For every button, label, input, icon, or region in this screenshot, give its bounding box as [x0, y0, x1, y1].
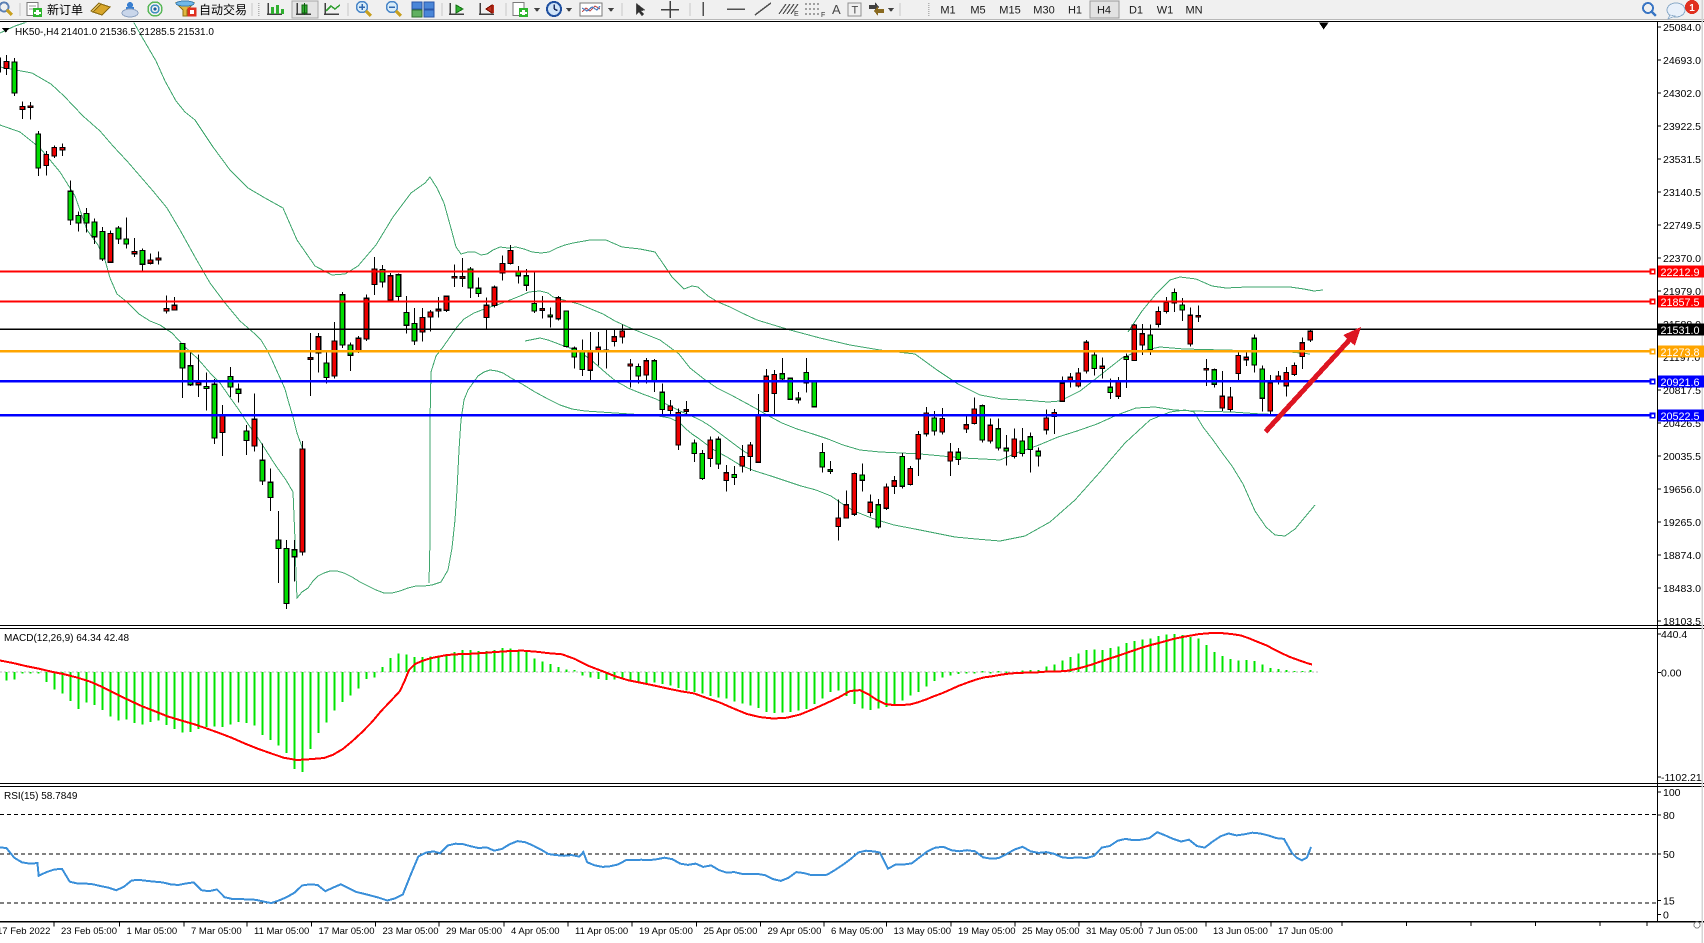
svg-text:W1: W1: [1157, 5, 1174, 17]
svg-text:18483.0: 18483.0: [1663, 583, 1701, 595]
svg-text:23140.5: 23140.5: [1663, 187, 1701, 199]
svg-text:0: 0: [1663, 910, 1669, 922]
svg-text:29 Apr 05:00: 29 Apr 05:00: [768, 926, 822, 937]
svg-text:7 Mar 05:00: 7 Mar 05:00: [191, 926, 242, 937]
svg-text:17 Jun 05:00: 17 Jun 05:00: [1278, 926, 1333, 937]
svg-text:-1102.21: -1102.21: [1661, 772, 1702, 784]
svg-text:21979.0: 21979.0: [1663, 286, 1701, 298]
svg-text:17 Mar 05:00: 17 Mar 05:00: [319, 926, 375, 937]
svg-text:新订单: 新订单: [47, 2, 83, 17]
svg-text:20035.5: 20035.5: [1663, 451, 1701, 463]
svg-text:13 Jun 05:00: 13 Jun 05:00: [1213, 926, 1268, 937]
svg-text:M30: M30: [1033, 5, 1054, 17]
svg-text:440.4: 440.4: [1661, 629, 1687, 641]
svg-text:T: T: [852, 5, 859, 17]
svg-text:20522.5: 20522.5: [1661, 411, 1700, 423]
svg-text:19 Apr 05:00: 19 Apr 05:00: [639, 926, 693, 937]
svg-text:11 Mar 05:00: 11 Mar 05:00: [254, 926, 309, 937]
svg-text:A: A: [832, 2, 841, 17]
svg-text:25 Apr 05:00: 25 Apr 05:00: [704, 926, 758, 937]
svg-text:RSI(15) 58.7849: RSI(15) 58.7849: [4, 791, 78, 802]
svg-text:M5: M5: [970, 5, 985, 17]
svg-text:MACD(12,26,9) 64.34 42.48: MACD(12,26,9) 64.34 42.48: [4, 633, 130, 644]
svg-text:0.00: 0.00: [1661, 668, 1682, 680]
svg-text:23 Mar 05:00: 23 Mar 05:00: [383, 926, 439, 937]
svg-text:22749.5: 22749.5: [1663, 220, 1701, 232]
svg-text:23922.5: 23922.5: [1663, 121, 1701, 133]
svg-text:MN: MN: [1185, 5, 1202, 17]
svg-text:1 Mar 05:00: 1 Mar 05:00: [127, 926, 178, 937]
svg-text:19 May 05:00: 19 May 05:00: [958, 926, 1016, 937]
svg-text:21273.8: 21273.8: [1661, 347, 1700, 359]
svg-text:21531.0: 21531.0: [1661, 325, 1700, 337]
svg-text:15: 15: [1663, 896, 1675, 908]
svg-text:H4: H4: [1097, 5, 1111, 17]
svg-text:F: F: [821, 12, 825, 19]
svg-text:21857.5: 21857.5: [1661, 297, 1700, 309]
svg-text:23 Feb 05:00: 23 Feb 05:00: [61, 926, 117, 937]
svg-text:M15: M15: [999, 5, 1020, 17]
svg-text:1: 1: [1689, 3, 1695, 14]
svg-text:HK50-,H4: HK50-,H4: [15, 27, 59, 38]
svg-text:29 Mar 05:00: 29 Mar 05:00: [446, 926, 502, 937]
svg-text:4 Apr 05:00: 4 Apr 05:00: [511, 926, 560, 937]
svg-text:6 May 05:00: 6 May 05:00: [831, 926, 883, 937]
svg-text:24693.0: 24693.0: [1663, 55, 1701, 67]
svg-text:50: 50: [1663, 849, 1675, 861]
svg-text:21401.0 21536.5 21285.5 21531.: 21401.0 21536.5 21285.5 21531.0: [61, 27, 214, 38]
svg-text:25 May 05:00: 25 May 05:00: [1022, 926, 1080, 937]
svg-text:E: E: [794, 11, 799, 18]
svg-text:M1: M1: [940, 5, 955, 17]
svg-text:H1: H1: [1068, 5, 1082, 17]
svg-text:23531.5: 23531.5: [1663, 154, 1701, 166]
svg-text:自动交易: 自动交易: [199, 2, 247, 17]
svg-text:22370.0: 22370.0: [1663, 253, 1701, 265]
svg-text:D1: D1: [1129, 5, 1143, 17]
svg-text:20817.5: 20817.5: [1663, 385, 1701, 397]
svg-text:13 May 05:00: 13 May 05:00: [894, 926, 952, 937]
svg-text:100: 100: [1663, 787, 1681, 799]
svg-text:11 Apr 05:00: 11 Apr 05:00: [575, 926, 628, 937]
svg-text:20921.6: 20921.6: [1661, 377, 1700, 389]
svg-text:31 May 05:00: 31 May 05:00: [1086, 926, 1144, 937]
svg-text:24302.0: 24302.0: [1663, 88, 1701, 100]
svg-text:22212.9: 22212.9: [1661, 267, 1700, 279]
svg-text:19265.0: 19265.0: [1663, 517, 1701, 529]
svg-text:18874.0: 18874.0: [1663, 550, 1701, 562]
svg-text:18103.5: 18103.5: [1663, 616, 1701, 628]
svg-text:19656.0: 19656.0: [1663, 484, 1701, 496]
svg-text:80: 80: [1663, 810, 1675, 822]
svg-text:25084.0: 25084.0: [1663, 22, 1701, 34]
svg-text:17 Feb 2022: 17 Feb 2022: [0, 926, 50, 937]
svg-text:7 Jun 05:00: 7 Jun 05:00: [1148, 926, 1198, 937]
